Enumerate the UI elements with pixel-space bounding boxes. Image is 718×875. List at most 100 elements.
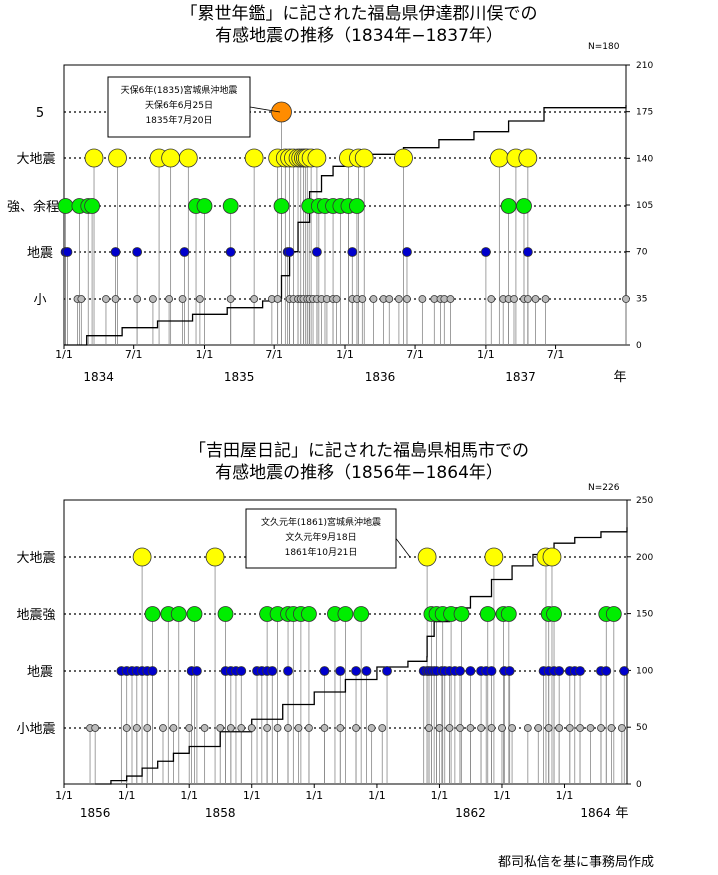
event-point — [205, 547, 225, 567]
event-point — [349, 198, 365, 214]
level-label: 地震 — [27, 246, 53, 261]
level-label: 大地震 — [16, 152, 55, 167]
year-label: 1864 — [580, 806, 611, 820]
year-label: 1856 — [80, 806, 111, 820]
x-unit-label: 年 — [615, 806, 628, 821]
event-point — [337, 606, 354, 622]
annotation-text: 1861年10月21日 — [285, 546, 358, 558]
x-tick-label: 7/1 — [547, 348, 565, 361]
x-unit-label: 年 — [613, 370, 626, 385]
annotation-leader — [395, 538, 411, 558]
event-point — [435, 724, 444, 732]
event-point — [250, 295, 259, 303]
chart2-title-line2: 有感地震の推移（1856年−1864年） — [215, 463, 503, 483]
event-point — [192, 666, 202, 676]
event-point — [510, 295, 518, 303]
event-point — [283, 666, 293, 676]
event-point — [179, 247, 190, 257]
event-point — [225, 247, 236, 257]
chart1-title-line1: 「累世年鑑」に記された福島県伊達郡川俣での — [180, 4, 538, 24]
chart1-n-label: N=180 — [588, 42, 620, 52]
event-point — [480, 247, 491, 257]
event-point — [335, 666, 346, 676]
x-tick-label: 1/1 — [493, 789, 511, 802]
event-point — [111, 295, 120, 303]
event-point — [91, 724, 100, 732]
event-point — [622, 295, 630, 303]
event-point — [132, 724, 141, 732]
event-point — [605, 606, 622, 622]
event-point — [305, 724, 313, 732]
event-point — [354, 148, 374, 168]
event-point — [369, 295, 378, 303]
event-point — [178, 295, 187, 303]
y2-tick-label: 140 — [636, 154, 653, 164]
level-label: 小地震 — [16, 722, 55, 737]
y2-tick-label: 70 — [636, 248, 648, 258]
y2-tick-label: 50 — [636, 723, 648, 733]
event-point — [110, 247, 121, 257]
x-tick-label: 1/1 — [196, 348, 214, 361]
event-point — [147, 666, 158, 676]
event-point — [554, 666, 565, 676]
event-point — [555, 724, 564, 732]
chart-1: 小 地震 強、余程 大地震 5 0 35 70 105 140 175 210 1/1 7/1 1/1 7/1… — [7, 61, 653, 385]
level-label: 強、余程 — [7, 199, 59, 215]
event-point — [216, 724, 225, 732]
event-point — [394, 295, 403, 303]
event-point — [358, 295, 367, 303]
event-point — [267, 666, 278, 676]
event-point — [504, 666, 515, 676]
annotation-box — [245, 508, 397, 569]
event-point — [531, 295, 540, 303]
event-point — [284, 724, 292, 732]
event-point — [484, 547, 504, 567]
event-point — [132, 547, 152, 567]
event-point — [479, 606, 496, 622]
x-tick-label: 7/1 — [265, 348, 283, 361]
event-point — [320, 724, 329, 732]
event-point — [489, 148, 509, 168]
event-point — [523, 295, 532, 303]
event-point — [132, 247, 143, 257]
event-point — [378, 724, 387, 732]
event-point — [122, 724, 131, 732]
event-point — [367, 724, 376, 732]
chart-2: 小地震 地震 地震強 大地震 0 50 100 150 200 250 1/1 1/1 1/1 1/1 1/… — [16, 496, 653, 821]
event-point — [403, 295, 411, 303]
event-point — [133, 295, 142, 303]
event-point — [544, 724, 553, 732]
event-point — [523, 724, 532, 732]
level-label: 5 — [36, 106, 44, 121]
x-tick-label: 1/1 — [431, 789, 449, 802]
event-point — [498, 724, 506, 732]
event-point — [294, 724, 303, 732]
event-point — [500, 198, 517, 214]
event-point — [186, 606, 203, 622]
event-point — [273, 295, 282, 303]
event-point — [486, 666, 497, 676]
event-point — [565, 724, 574, 732]
annotation-text: 文久元年(1861)宮城県沖地震 — [261, 516, 381, 528]
event-point — [417, 547, 437, 567]
event-point — [226, 724, 235, 732]
event-point — [196, 198, 213, 214]
event-point — [226, 295, 235, 303]
event-point — [195, 295, 204, 303]
event-point — [597, 724, 605, 732]
event-point — [319, 666, 330, 676]
event-point — [247, 724, 256, 732]
x-tick-label: 1/1 — [55, 789, 73, 802]
event-point — [273, 198, 290, 214]
event-point — [170, 606, 187, 622]
event-point — [453, 606, 470, 622]
event-point — [144, 606, 161, 622]
annotation-text: 天保6年6月25日 — [145, 99, 213, 111]
y2-tick-label: 175 — [636, 108, 653, 118]
event-point — [185, 724, 194, 732]
event-point — [159, 724, 167, 732]
level-label: 小 — [33, 293, 46, 308]
event-point — [518, 148, 538, 168]
year-label: 1836 — [365, 370, 396, 384]
annotation-text: 天保6年(1835)宮城県沖地震 — [121, 84, 238, 96]
